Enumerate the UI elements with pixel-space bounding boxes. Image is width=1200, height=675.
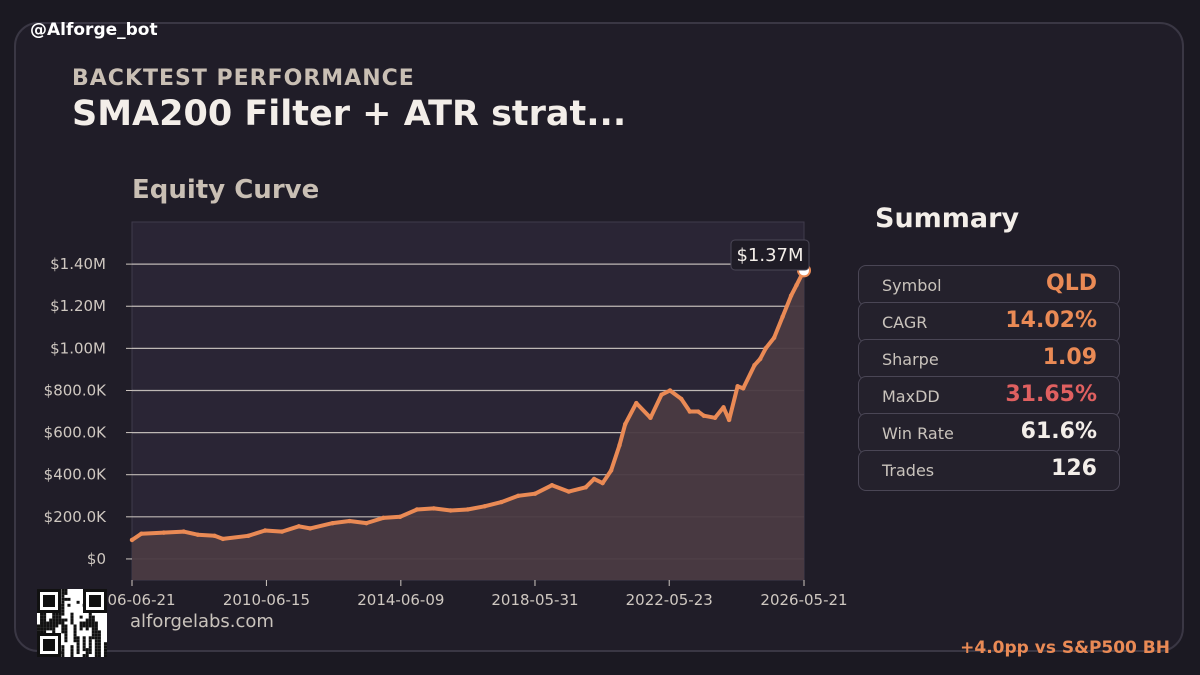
equity-point — [381, 515, 386, 521]
equity-point — [307, 526, 313, 531]
y-tick-label: $400.0K — [44, 466, 107, 484]
equity-point — [129, 537, 135, 543]
equity-point — [741, 386, 746, 391]
equity-point — [752, 363, 757, 368]
y-tick-label: $1.00M — [50, 339, 106, 357]
metric-label: Symbol — [882, 276, 942, 295]
x-tick-label: 2006-06-21 — [88, 591, 175, 609]
equity-point — [780, 314, 785, 319]
equity-point — [414, 507, 420, 512]
strategy-title: SMA200 Filter + ATR strat... — [72, 94, 627, 134]
benchmark-comparison: +4.0pp vs S&P500 BH — [960, 638, 1170, 658]
equity-point — [220, 536, 226, 542]
annotation-box — [730, 239, 810, 271]
equity-point — [679, 396, 684, 402]
equity-point — [431, 506, 437, 511]
summary-title: Summary — [875, 203, 1020, 234]
equity-point — [532, 491, 538, 496]
metric-maxdd: MaxDD 31.65% — [858, 376, 1120, 417]
equity-area — [132, 270, 804, 580]
equity-point — [195, 532, 200, 537]
equity-point — [330, 520, 335, 526]
equity-point — [763, 346, 768, 351]
equity-point — [634, 400, 639, 406]
x-tick-label: 2018-05-31 — [491, 591, 578, 609]
equity-point — [788, 293, 794, 298]
equity-point — [279, 529, 285, 534]
equity-point — [397, 514, 403, 520]
equity-point — [771, 335, 777, 341]
equity-point — [735, 384, 740, 389]
equity-point — [549, 483, 555, 488]
metric-value: QLD — [1046, 271, 1097, 296]
equity-point — [212, 533, 217, 538]
y-tick-label: $1.20M — [50, 297, 106, 315]
equity-point — [516, 493, 521, 498]
website-link[interactable]: alforgelabs.com — [130, 611, 274, 632]
metric-trades: Trades 126 — [858, 450, 1120, 491]
equity-point — [448, 508, 453, 513]
y-tick-label: $200.0K — [44, 508, 107, 526]
metric-label: Win Rate — [882, 424, 954, 443]
metric-label: CAGR — [882, 313, 928, 332]
y-tick-label: $0 — [87, 550, 106, 568]
equity-point — [659, 392, 664, 397]
metric-label: MaxDD — [882, 387, 940, 406]
y-tick-label: $800.0K — [44, 381, 107, 399]
equity-point — [583, 485, 588, 490]
equity-point — [591, 476, 597, 482]
metric-sharpe: Sharpe 1.09 — [858, 339, 1120, 380]
qr-code-icon — [37, 589, 107, 657]
equity-point — [139, 531, 144, 536]
metric-value: 126 — [1051, 456, 1097, 481]
chart-title: Equity Curve — [132, 175, 320, 205]
metric-value: 1.09 — [1042, 345, 1097, 370]
metric-cagr: CAGR 14.02% — [858, 302, 1120, 343]
equity-point — [695, 409, 701, 414]
equity-point — [794, 282, 799, 288]
x-tick-label: 2022-05-23 — [626, 591, 713, 609]
x-tick-label: 2010-06-15 — [223, 591, 310, 609]
annotation-label: $1.37M — [736, 245, 803, 266]
equity-point — [617, 443, 622, 448]
metric-value: 61.6% — [1020, 419, 1097, 444]
equity-point — [712, 415, 718, 421]
equity-point — [566, 489, 571, 494]
equity-point — [667, 388, 673, 393]
equity-point — [364, 520, 369, 526]
x-tick-label: 2026-05-21 — [760, 591, 847, 609]
equity-point — [701, 413, 706, 418]
metric-label: Trades — [882, 461, 935, 480]
equity-point — [246, 533, 251, 538]
equity-point — [347, 518, 352, 524]
equity-point — [758, 356, 763, 362]
metric-win-rate: Win Rate 61.6% — [858, 413, 1120, 454]
equity-point — [465, 507, 470, 512]
equity-point — [296, 524, 302, 529]
equity-point — [623, 421, 628, 427]
equity-point — [262, 528, 268, 533]
equity-point — [687, 409, 693, 414]
equity-point — [600, 480, 605, 486]
account-handle: @Alforge_bot — [30, 20, 158, 40]
equity-point — [499, 499, 504, 505]
metric-symbol: Symbol QLD — [858, 265, 1120, 306]
equity-point — [181, 529, 186, 534]
equity-point — [161, 530, 167, 535]
x-tick-label: 2014-06-09 — [357, 591, 444, 609]
y-tick-label: $1.40M — [50, 255, 106, 273]
metric-value: 14.02% — [1005, 308, 1097, 333]
equity-point — [726, 417, 732, 423]
equity-point — [648, 415, 653, 421]
metric-value: 31.65% — [1005, 382, 1097, 407]
metric-label: Sharpe — [882, 350, 939, 369]
report-kicker: BACKTEST PERFORMANCE — [72, 66, 415, 91]
equity-point — [482, 504, 487, 509]
equity-point — [608, 468, 614, 473]
y-tick-label: $600.0K — [44, 424, 107, 442]
equity-point — [721, 405, 726, 410]
